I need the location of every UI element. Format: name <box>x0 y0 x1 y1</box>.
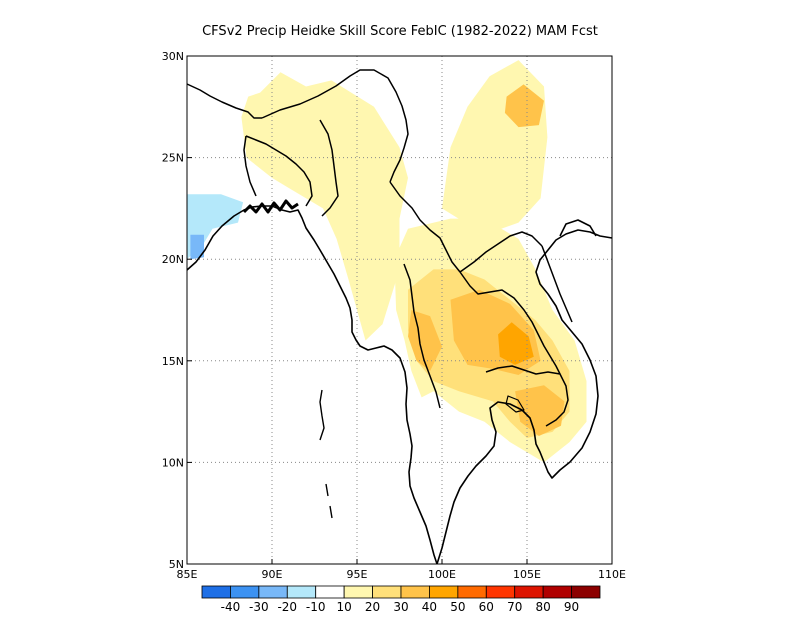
border-bangladesh <box>243 135 313 207</box>
lon-tick-label: 110E <box>598 568 626 581</box>
colorbar-label: 20 <box>365 600 380 614</box>
skill-region-6 <box>498 322 534 365</box>
colorbar-label: -30 <box>249 600 269 614</box>
colorbar-label: -40 <box>221 600 241 614</box>
colorbar-label: 30 <box>393 600 408 614</box>
lon-tick-label: 105E <box>513 568 541 581</box>
lat-tick-label: 20N <box>162 253 184 266</box>
colorbar-swatch <box>315 585 345 599</box>
colorbar-label: 50 <box>450 600 465 614</box>
colorbar-swatch <box>429 585 459 599</box>
map-frame <box>186 55 613 565</box>
colorbar: -40 -30 -20 -10 10 20 30 40 50 60 70 80 90 <box>201 585 601 614</box>
lat-tick-label: 30N <box>162 50 184 63</box>
colorbar-label: 10 <box>337 600 352 614</box>
lon-tick-label: 85E <box>177 568 198 581</box>
colorbar-swatch <box>372 585 402 599</box>
colorbar-swatch <box>230 585 260 599</box>
colorbar-swatch <box>343 585 373 599</box>
skill-region-7 <box>515 385 565 436</box>
border-bhutan-tibet <box>261 69 409 183</box>
skill-region-10 <box>190 234 204 260</box>
border-cambodia <box>485 365 569 427</box>
colorbar-swatch <box>400 585 430 599</box>
colorbar-swatch <box>286 585 317 599</box>
colorbar-label: -20 <box>277 600 297 614</box>
lat-tick-label: 5N <box>169 558 184 571</box>
colorbar-swatch <box>485 585 516 599</box>
skill-region-4 <box>408 310 442 371</box>
coastline-delta <box>242 199 299 214</box>
skill-shading-layer <box>187 60 587 463</box>
coastline-east <box>436 229 613 565</box>
nicobar-islands <box>325 483 333 519</box>
colorbar-label: 60 <box>479 600 494 614</box>
coastline-west <box>186 205 438 565</box>
colorbar-swatch <box>201 585 231 599</box>
border-nepal-india <box>186 83 262 119</box>
lon-tick-label: 90E <box>262 568 283 581</box>
skill-region-0 <box>241 72 408 341</box>
border-myanmar-india <box>319 119 339 217</box>
colorbar-swatch <box>258 585 288 599</box>
lon-tick-label: 95E <box>347 568 368 581</box>
map-area: 85E 90E 95E 100E 105E 110E 30N 25N 20N 15N 10N 5N <box>162 50 626 581</box>
colorbar-label: 70 <box>507 600 522 614</box>
colorbar-label: 90 <box>564 600 579 614</box>
border-thailand-myanmar <box>403 263 441 409</box>
lat-tick-label: 15N <box>162 355 184 368</box>
figure-title: CFSv2 Precip Heidke Skill Score FebIC (1… <box>202 24 598 39</box>
colorbar-label: -10 <box>306 600 326 614</box>
border-china-laos-vietnam <box>459 231 543 273</box>
colorbar-label: 40 <box>422 600 437 614</box>
lat-tick-label: 10N <box>162 456 184 469</box>
lat-tick-label: 25N <box>162 152 184 165</box>
colorbar-label: 80 <box>536 600 551 614</box>
colorbar-swatch <box>571 585 601 599</box>
border-vietnam-laos <box>541 245 573 323</box>
border-myanmar-china <box>389 181 461 273</box>
colorbar-swatch <box>542 585 572 599</box>
tonle-sap-lake <box>505 395 525 413</box>
coastline-hainan <box>559 219 597 237</box>
coastline-layer <box>186 69 613 565</box>
axis-tick-labels: 85E 90E 95E 100E 105E 110E 30N 25N 20N 15N 10N 5N <box>162 50 626 581</box>
graticule <box>187 56 612 564</box>
andaman-islands <box>319 389 325 441</box>
border-thailand-laos <box>459 271 561 375</box>
lon-tick-label: 100E <box>428 568 456 581</box>
skill-region-8 <box>504 84 544 128</box>
colorbar-swatch <box>514 585 544 599</box>
colorbar-swatch <box>457 585 487 599</box>
